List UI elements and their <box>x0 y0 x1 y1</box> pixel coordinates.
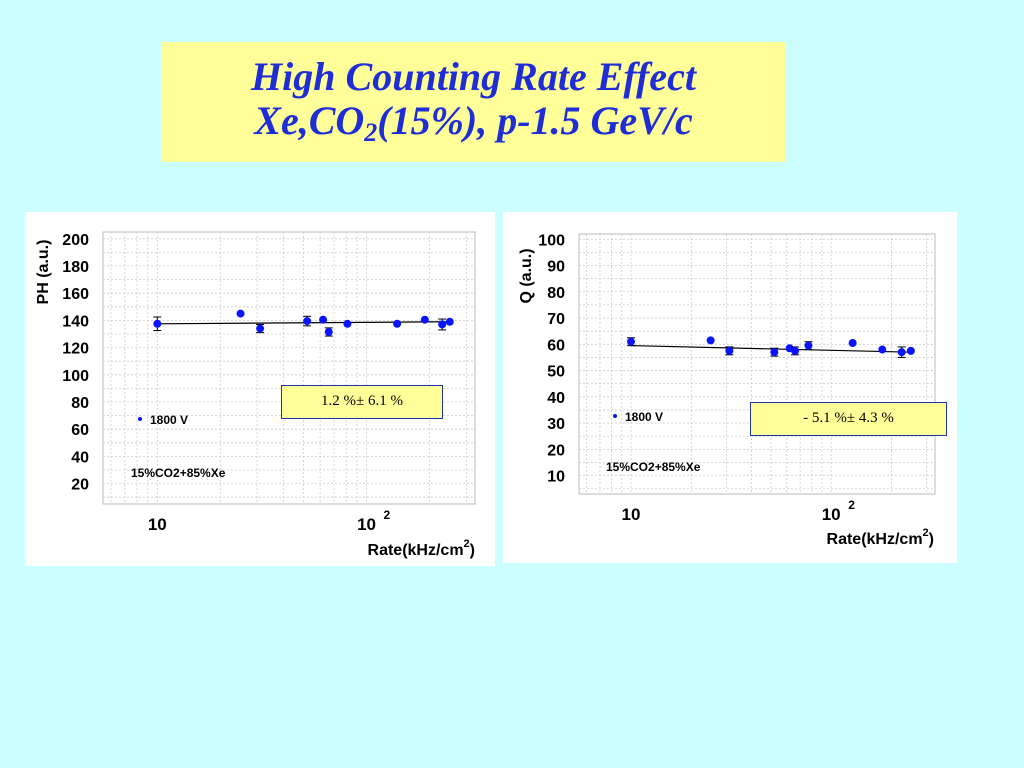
x-axis-label-end: ) <box>929 531 934 548</box>
data-point <box>420 315 429 324</box>
data-point <box>319 315 328 324</box>
y-tick-label: 10 <box>547 469 565 486</box>
data-point <box>236 309 245 318</box>
data-point <box>770 348 779 357</box>
q-fit-result-box: - 5.1 %± 4.3 % <box>750 402 947 436</box>
ph-fit-result-box: 1.2 %± 6.1 % <box>281 385 443 419</box>
data-point <box>445 317 454 326</box>
y-tick-label: 40 <box>547 390 565 407</box>
y-tick-label: 60 <box>547 337 565 354</box>
x-tick-label: 10 <box>622 505 641 524</box>
y-tick-label: 90 <box>547 259 565 276</box>
data-point <box>438 320 447 329</box>
data-point <box>848 338 857 347</box>
data-point <box>343 319 352 328</box>
legend-marker <box>613 414 617 418</box>
q-vs-rate-chart: 10 20 30 40 50 60 70 80 90 100 10 10 2 Q (a.u.) Rate(k… <box>518 232 936 548</box>
data-point <box>897 348 906 357</box>
y-tick-label: 180 <box>62 259 89 276</box>
y-tick-label: 100 <box>62 368 89 385</box>
y-tick-label: 160 <box>62 286 89 303</box>
fit-line <box>630 345 911 353</box>
legend-marker <box>138 417 142 421</box>
gas-mixture-note: 15%CO2+85%Xe <box>606 460 701 474</box>
title-line-2: Xe,CO2(15%), p-1.5 GeV/c <box>161 98 786 146</box>
title-line-2-sub: 2 <box>364 118 378 147</box>
data-point <box>324 327 333 336</box>
x-tick-label-exponent: 2 <box>384 508 391 522</box>
data-point <box>303 317 312 326</box>
y-tick-label: 50 <box>547 364 565 381</box>
y-tick-label: 70 <box>547 311 565 328</box>
data-point <box>791 346 800 355</box>
fit-line <box>157 321 447 325</box>
data-point <box>804 341 813 350</box>
data-point <box>725 346 734 355</box>
y-tick-label: 80 <box>71 395 89 412</box>
y-tick-label: 80 <box>547 285 565 302</box>
ph-vs-rate-chart: 20 40 60 80 100 120 140 160 180 200 10 10 2 PH (a.u.)… <box>35 231 476 559</box>
x-axis-label-text: Rate(kHz/cm <box>827 531 923 548</box>
data-point <box>878 345 887 354</box>
data-point <box>256 324 265 333</box>
x-axis-label: Rate(kHz/cm2) <box>368 538 475 559</box>
title-line-2-post: (15%), p-1.5 GeV/c <box>377 98 693 143</box>
title-line-2-pre: Xe,CO <box>254 98 365 143</box>
y-tick-label: 30 <box>547 416 565 433</box>
y-tick-label: 140 <box>62 313 89 330</box>
x-tick-label: 10 <box>822 505 841 524</box>
plot-frame <box>578 233 936 495</box>
y-tick-label: 40 <box>71 449 89 466</box>
x-axis-label-end: ) <box>470 542 475 559</box>
x-tick-label: 10 <box>148 515 167 534</box>
y-tick-label: 200 <box>62 232 89 249</box>
x-axis-label-text: Rate(kHz/cm <box>368 542 464 559</box>
y-tick-label: 120 <box>62 341 89 358</box>
x-axis-label: Rate(kHz/cm2) <box>827 527 934 548</box>
slide-title: High Counting Rate Effect Xe,CO2(15%), p… <box>161 42 786 162</box>
data-point <box>393 319 402 328</box>
ph-chart-panel: 20 40 60 80 100 120 140 160 180 200 10 10 2 PH (a.u.)… <box>25 212 495 566</box>
x-tick-label-exponent: 2 <box>848 498 855 512</box>
gas-mixture-note: 15%CO2+85%Xe <box>131 466 226 480</box>
y-tick-label: 20 <box>547 442 565 459</box>
x-axis-label-exponent: 2 <box>464 538 470 550</box>
x-axis-label-exponent: 2 <box>923 527 929 539</box>
x-tick-label: 10 <box>357 515 376 534</box>
plot-frame <box>102 231 476 505</box>
legend-label: 1800 V <box>150 413 188 427</box>
y-tick-label: 100 <box>538 232 565 249</box>
data-point <box>706 336 715 345</box>
data-point <box>906 346 915 355</box>
data-point <box>153 319 162 328</box>
y-tick-label: 20 <box>71 477 89 494</box>
q-chart-panel: 10 20 30 40 50 60 70 80 90 100 10 10 2 Q (a.u.) Rate(k… <box>503 212 957 563</box>
legend-label: 1800 V <box>625 410 663 424</box>
y-axis-label: PH (a.u.) <box>35 240 52 305</box>
data-point <box>626 337 635 346</box>
y-tick-label: 60 <box>71 422 89 439</box>
y-axis-label: Q (a.u.) <box>518 248 535 303</box>
title-line-1: High Counting Rate Effect <box>251 54 696 99</box>
